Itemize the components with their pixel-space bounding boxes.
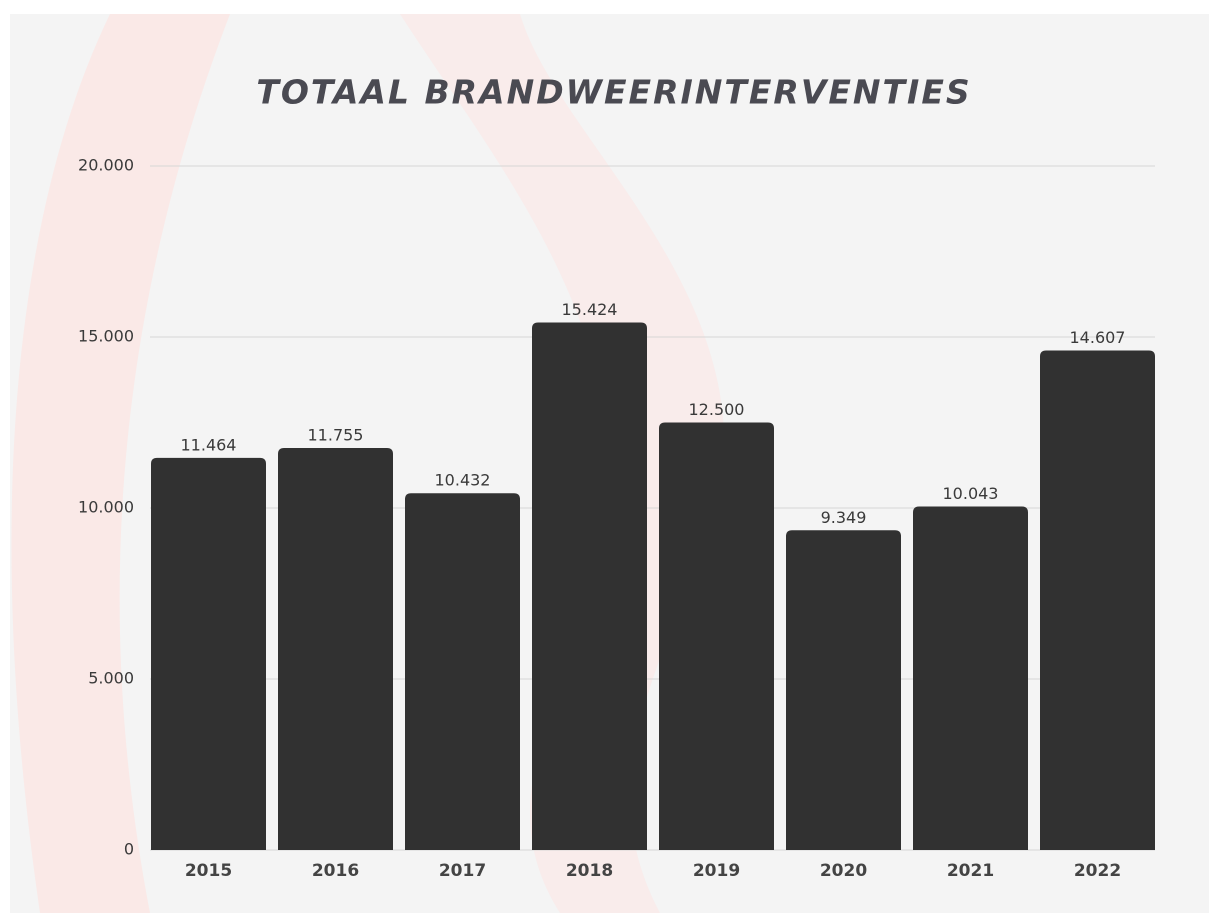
bar	[532, 322, 647, 850]
y-tick-label: 5.000	[88, 669, 134, 688]
value-label: 9.349	[821, 508, 867, 527]
y-tick-label: 15.000	[78, 327, 134, 346]
value-label: 11.755	[308, 425, 364, 444]
value-label: 14.607	[1070, 328, 1126, 347]
bar	[151, 457, 266, 850]
bar	[659, 422, 774, 850]
x-tick-label: 2015	[185, 861, 232, 881]
x-tick-label: 2019	[693, 861, 740, 881]
bar	[913, 506, 1028, 850]
decoration	[11, 14, 230, 913]
chart-title: TOTAAL BRANDWEERINTERVENTIES	[256, 73, 971, 112]
y-tick-label: 0	[124, 840, 134, 859]
value-label: 11.464	[181, 435, 237, 454]
bar	[786, 530, 901, 850]
bar	[1040, 350, 1155, 850]
value-label: 10.432	[435, 471, 491, 490]
x-tick-label: 2022	[1074, 861, 1121, 881]
value-label: 15.424	[562, 300, 618, 319]
y-tick-label: 20.000	[78, 156, 134, 175]
y-tick-label: 10.000	[78, 498, 134, 517]
bar	[405, 493, 520, 850]
value-label: 10.043	[943, 484, 999, 503]
x-tick-label: 2018	[566, 861, 613, 881]
x-tick-label: 2016	[312, 861, 359, 881]
x-tick-label: 2020	[820, 861, 867, 881]
x-tick-label: 2017	[439, 861, 486, 881]
x-tick-label: 2021	[947, 861, 994, 881]
value-label: 12.500	[689, 400, 745, 419]
bar	[278, 447, 393, 850]
